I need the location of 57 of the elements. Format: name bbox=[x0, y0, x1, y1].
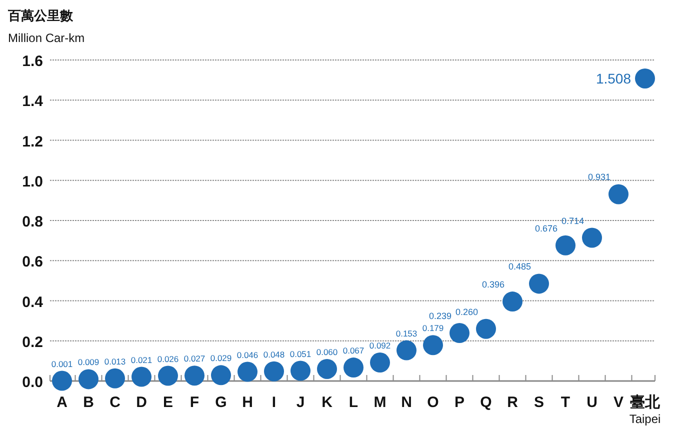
data-label: 0.046 bbox=[236, 350, 258, 360]
data-label: 0.048 bbox=[263, 349, 285, 360]
data-label: 0.027 bbox=[184, 354, 206, 364]
xtick: O bbox=[427, 394, 439, 411]
data-label: 0.051 bbox=[290, 348, 312, 359]
ytick: 0.0 bbox=[22, 374, 43, 391]
ytick: 0.4 bbox=[22, 294, 43, 311]
xtick: A bbox=[56, 394, 68, 411]
xtick: M bbox=[374, 394, 386, 411]
data-label: 0.021 bbox=[130, 354, 152, 365]
xtick: K bbox=[322, 394, 332, 411]
data-label: 0.060 bbox=[316, 346, 338, 357]
data-label: 0.931 bbox=[588, 172, 610, 182]
data-label: 0.013 bbox=[104, 356, 126, 366]
data-label: 0.026 bbox=[157, 354, 179, 364]
xtick: Q bbox=[480, 394, 492, 411]
xtick: E bbox=[163, 394, 173, 411]
xtick: B bbox=[83, 394, 94, 411]
data-label: 0.239 bbox=[428, 311, 452, 322]
xtick: C bbox=[110, 394, 120, 411]
ytick: 1.2 bbox=[22, 133, 43, 150]
xtick: N bbox=[401, 394, 412, 411]
xtick: S bbox=[534, 394, 544, 411]
xtick: I bbox=[272, 394, 276, 411]
xtick: P bbox=[454, 394, 464, 411]
ytick: 1.4 bbox=[22, 93, 43, 110]
data-label: 0.092 bbox=[369, 340, 391, 351]
data-label: 0.179 bbox=[422, 323, 444, 334]
data-label: 0.485 bbox=[508, 262, 531, 272]
ytick: 1.0 bbox=[22, 173, 43, 190]
data-label: 0.067 bbox=[342, 346, 364, 356]
data-label: 0.153 bbox=[396, 328, 418, 338]
xtick: U bbox=[586, 394, 598, 411]
data-label: 0.001 bbox=[51, 358, 73, 369]
xtick: D bbox=[136, 394, 147, 411]
data-label: 0.029 bbox=[210, 353, 232, 364]
xtick: L bbox=[348, 394, 358, 411]
data-label: 1.508 bbox=[596, 70, 631, 86]
xtick: R bbox=[507, 394, 518, 411]
xtick: 臺北 bbox=[630, 394, 660, 411]
xtick: J bbox=[296, 394, 305, 411]
data-label: 0.396 bbox=[482, 280, 504, 290]
xtick: T bbox=[560, 394, 570, 411]
xtick: H bbox=[242, 394, 253, 411]
ylabel: 百萬公里數 Million Car-km bbox=[8, 8, 85, 45]
xtick: F bbox=[190, 394, 200, 411]
xtick: G bbox=[215, 394, 227, 411]
ytick: 1.6 bbox=[22, 53, 43, 70]
xtick: Taipei bbox=[629, 412, 661, 426]
ytick: 0.2 bbox=[22, 334, 43, 351]
data-label: 0.260 bbox=[455, 306, 478, 317]
data-label: 0.714 bbox=[561, 216, 584, 226]
xtick: V bbox=[614, 394, 624, 411]
ytick: 0.8 bbox=[22, 214, 43, 230]
ytick: 0.6 bbox=[22, 254, 43, 271]
data-label: 0.676 bbox=[534, 223, 558, 234]
data-label: 0.009 bbox=[78, 357, 100, 368]
